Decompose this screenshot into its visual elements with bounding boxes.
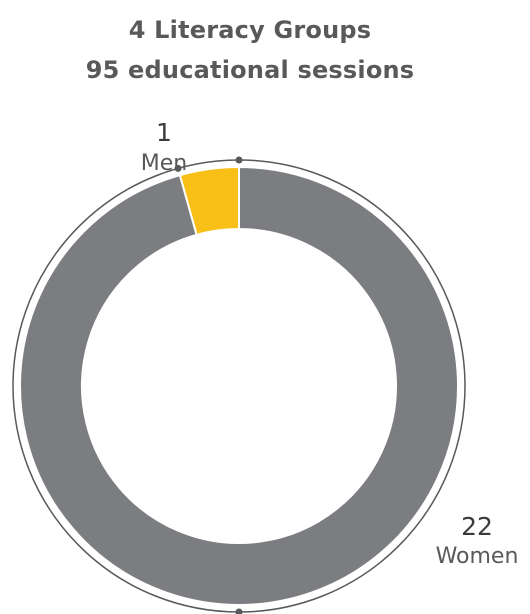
value-label-men: 1 xyxy=(156,118,172,147)
chart-title-line-2: 95 educational sessions xyxy=(85,56,415,84)
value-label-women: 22 xyxy=(461,512,493,541)
slice-women xyxy=(19,165,459,606)
donut-slices xyxy=(19,165,459,606)
chart-title-line-1: 4 Literacy Groups xyxy=(128,16,372,44)
slice-men xyxy=(178,165,240,237)
category-label-women: Women xyxy=(436,544,519,569)
slice-labels: 1 Men 22 Women xyxy=(141,118,519,569)
boundary-marker xyxy=(235,156,243,164)
boundary-marker xyxy=(174,164,182,172)
category-label-men: Men xyxy=(141,151,187,176)
boundary-marker xyxy=(235,608,243,614)
leader-markers xyxy=(174,156,243,614)
